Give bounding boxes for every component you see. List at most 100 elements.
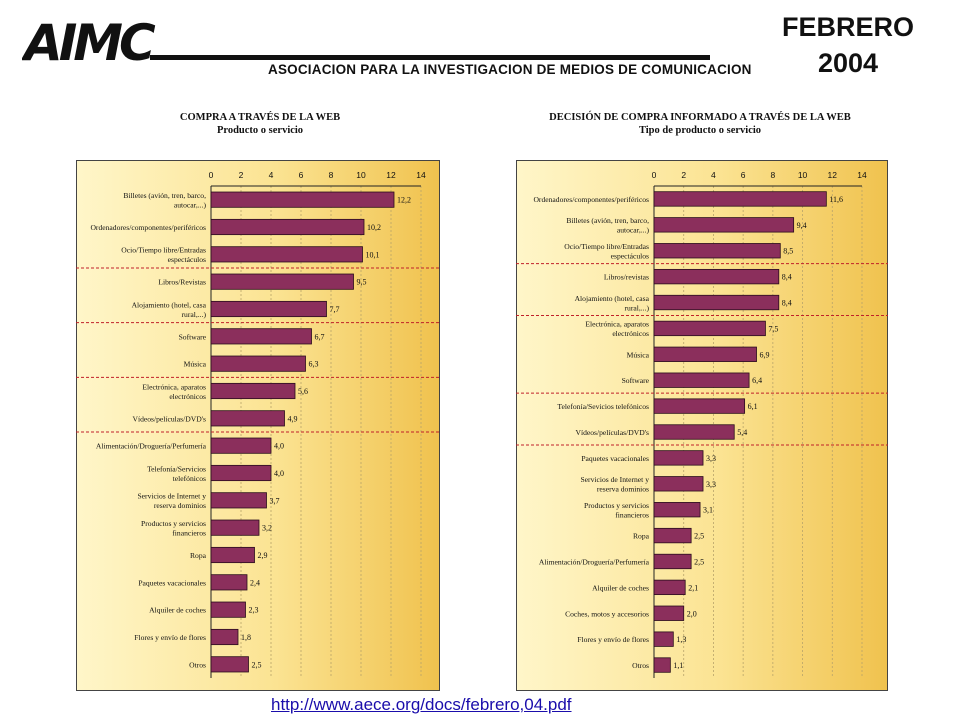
bar <box>653 320 766 337</box>
bar-value-label: 8,4 <box>782 273 792 282</box>
category-label: Electrónica, aparatos electrónicos <box>585 320 649 339</box>
category-label: Otros <box>189 660 206 669</box>
bar-value-label: 3,1 <box>703 506 713 515</box>
category-label: Vídeos/películas/DVD's <box>133 414 207 423</box>
category-label: Alojamiento (hotel, casa rural,...) <box>132 300 207 319</box>
bar <box>210 628 239 646</box>
chart-1-title: COMPRA A TRAVÉS DE LA WEB <box>179 112 341 123</box>
chart-2-title: DECISIÓN DE COMPRA INFORMADO A TRAVÉS DE… <box>549 112 851 123</box>
x-tick-label: 6 <box>299 170 304 180</box>
bar-value-label: 7,7 <box>330 305 340 314</box>
bar <box>653 372 750 388</box>
bar <box>210 273 354 290</box>
bar <box>210 437 272 454</box>
bar-value-label: 2,1 <box>688 583 698 592</box>
bar-value-label: 5,6 <box>298 387 308 396</box>
bar-value-label: 10,2 <box>367 223 381 232</box>
bar <box>653 424 735 440</box>
bar <box>653 294 780 311</box>
bar <box>653 605 685 621</box>
bar <box>653 476 704 492</box>
x-tick-label: 4 <box>269 170 274 180</box>
bar <box>653 450 704 466</box>
bar-value-label: 2,4 <box>250 578 260 587</box>
source-link[interactable]: http://www.aece.org/docs/febrero,04.pdf <box>271 695 572 714</box>
x-tick-label: 2 <box>681 170 686 180</box>
category-label: Telefonía/Sevicios telefónicos <box>557 402 649 411</box>
bar-value-label: 3,7 <box>270 496 280 505</box>
bar-value-label: 3,3 <box>706 480 716 489</box>
x-tick-label: 10 <box>356 170 366 180</box>
bar-value-label: 6,9 <box>760 350 770 359</box>
bar-value-label: 8,5 <box>783 247 793 256</box>
x-tick-label: 8 <box>770 170 775 180</box>
aimc-logo-text: AIMC <box>22 14 156 72</box>
bar <box>210 410 285 427</box>
bar-value-label: 6,7 <box>315 332 325 341</box>
category-label: Software <box>179 332 207 341</box>
bar <box>653 346 757 362</box>
aimc-logo: AIMC <box>22 14 160 72</box>
x-tick-label: 0 <box>652 170 657 180</box>
category-label: Ocio/Tiempo libre/Entradas espectáculos <box>121 246 206 265</box>
category-label: Flores y envío de flores <box>577 635 649 644</box>
bar <box>210 492 267 509</box>
bar <box>210 328 312 345</box>
bar <box>210 300 327 318</box>
bar-value-label: 2,0 <box>687 609 697 618</box>
category-label: Servicios de Internet y reserva dominios <box>580 475 649 494</box>
category-label: Libros/revistas <box>604 273 649 282</box>
category-label: Paquetes vacacionales <box>581 454 649 463</box>
bar-value-label: 10,1 <box>366 250 380 259</box>
bar-value-label: 8,4 <box>782 299 792 308</box>
category-label: Coches, motos y accesorios <box>565 609 649 618</box>
category-label: Telefonía/Servicios telefónicos <box>147 464 206 483</box>
bar-value-label: 2,5 <box>252 660 262 669</box>
bar-value-label: 2,3 <box>249 606 259 615</box>
report-year: 2004 <box>817 48 879 78</box>
bar <box>210 382 296 400</box>
category-label: Alimentación/Droguería/Perfumería <box>539 557 650 566</box>
chart-2: 0 2 4 6 8 10 12 14 11,6 Ordenadores/componentes/p… <box>516 160 888 691</box>
category-label: Paquetes vacacionales <box>138 578 206 587</box>
x-tick-label: 14 <box>857 170 867 180</box>
bar-value-label: 4,0 <box>274 442 284 451</box>
bar-value-label: 4,9 <box>288 414 298 423</box>
bar-value-label: 7,5 <box>768 324 778 333</box>
x-tick-label: 8 <box>329 170 334 180</box>
category-label: Ropa <box>190 551 207 560</box>
category-label: Billetes (avión, tren, barco, autocar,...… <box>566 216 649 235</box>
category-label: Alojamiento (hotel, casa rural,...) <box>575 294 650 313</box>
bar-value-label: 11,6 <box>829 195 843 204</box>
bar-value-label: 9,5 <box>357 278 367 287</box>
bar <box>210 574 248 591</box>
x-tick-label: 4 <box>711 170 716 180</box>
category-label: Productos y servicios financieros <box>584 501 649 520</box>
bar <box>653 527 692 544</box>
bar <box>653 657 671 673</box>
x-tick-label: 14 <box>416 170 426 180</box>
bar <box>210 601 246 618</box>
chart-2-subtitle: Tipo de producto o servicio <box>638 125 762 136</box>
category-label: Ocio/Tiempo libre/Entradas espectáculos <box>564 242 649 261</box>
chart-1-panel: 0 2 4 6 8 10 12 14 12,2 Billetes (avión, tren, ba… <box>76 160 440 691</box>
x-tick-label: 2 <box>239 170 244 180</box>
bar-value-label: 2,9 <box>258 551 268 560</box>
category-label: Otros <box>632 661 649 670</box>
bar-value-label: 12,2 <box>397 196 411 205</box>
bar <box>210 218 365 236</box>
x-tick-label: 12 <box>828 170 838 180</box>
bar <box>653 217 795 233</box>
bar <box>653 631 674 647</box>
bar <box>653 398 746 414</box>
bar-value-label: 6,4 <box>752 376 762 385</box>
bar-value-label: 9,4 <box>797 221 807 230</box>
category-label: Alquiler de coches <box>149 606 206 615</box>
bar-value-label: 2,5 <box>694 532 704 541</box>
chart-1-subtitle: Producto o servicio <box>216 125 304 136</box>
bar <box>210 519 260 536</box>
bar <box>210 191 395 208</box>
bar <box>653 268 780 285</box>
category-label: Música <box>627 350 650 359</box>
category-label: Vídeos/películas/DVD's <box>576 428 650 437</box>
